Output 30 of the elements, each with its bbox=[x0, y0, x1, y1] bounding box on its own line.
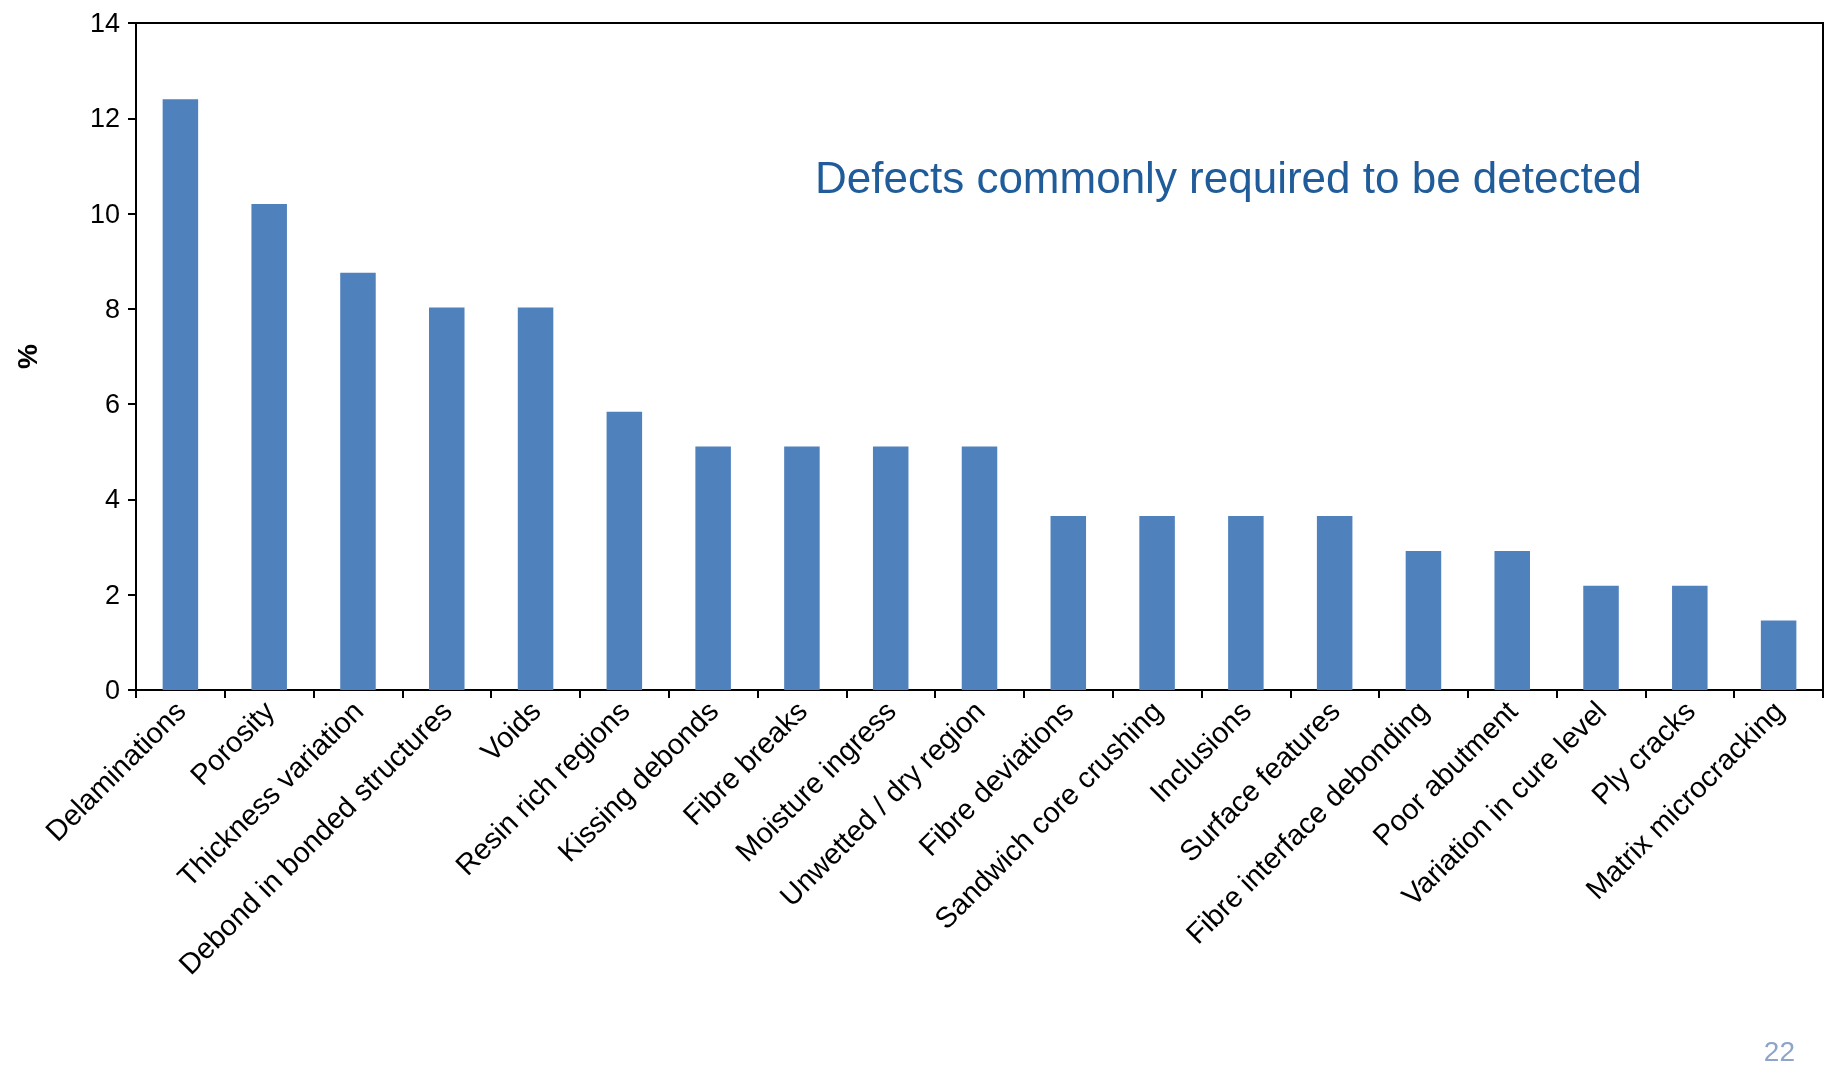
bar bbox=[162, 99, 199, 690]
y-axis-title: % bbox=[11, 343, 43, 369]
bar bbox=[961, 446, 998, 690]
bar bbox=[872, 446, 909, 690]
y-tick-label: 6 bbox=[104, 389, 120, 420]
bar bbox=[1050, 516, 1087, 690]
y-tick-label: 2 bbox=[104, 579, 120, 610]
bar bbox=[1583, 585, 1619, 690]
bar bbox=[1405, 550, 1442, 690]
bar bbox=[1672, 585, 1708, 690]
y-tick-label: 14 bbox=[89, 8, 120, 38]
y-tick-label: 10 bbox=[89, 198, 120, 229]
bar bbox=[251, 204, 287, 690]
y-tick-label: 8 bbox=[104, 293, 120, 324]
text: 22 bbox=[1763, 1035, 1796, 1067]
bar bbox=[1228, 516, 1264, 690]
bar bbox=[340, 272, 376, 690]
bar bbox=[429, 307, 465, 690]
bar bbox=[606, 411, 643, 690]
text: Defects commonly required to be detected bbox=[815, 152, 1642, 202]
y-tick-label: 12 bbox=[89, 103, 120, 134]
y-tick-label: 4 bbox=[104, 484, 120, 515]
bar bbox=[517, 307, 554, 690]
bar bbox=[1494, 550, 1530, 690]
bar bbox=[695, 446, 731, 690]
bar bbox=[784, 446, 820, 690]
bar bbox=[1316, 516, 1353, 690]
bar bbox=[1760, 620, 1797, 690]
bar bbox=[1139, 516, 1175, 690]
y-tick-label: 0 bbox=[104, 675, 120, 705]
